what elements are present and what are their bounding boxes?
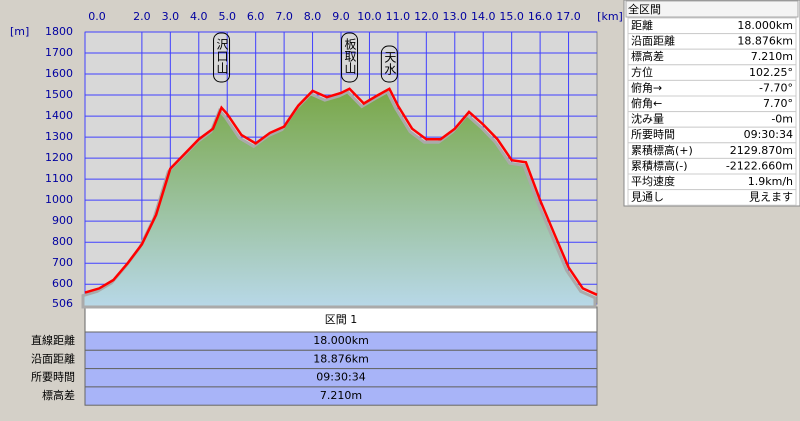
x-tick-label: 14.0 xyxy=(471,10,496,23)
x-tick-label: 6.0 xyxy=(247,10,265,23)
summary-label: 俯角← xyxy=(631,96,662,110)
summary-label: 見通し xyxy=(631,191,664,204)
x-tick-label: 17.0 xyxy=(556,10,581,23)
y-tick-label: 700 xyxy=(52,256,73,269)
x-tick-label: 3.0 xyxy=(162,10,180,23)
section-value: 09:30:34 xyxy=(316,371,365,384)
summary-label: 平均速度 xyxy=(631,174,675,188)
x-tick-label: 8.0 xyxy=(304,10,322,23)
y-tick-label: 900 xyxy=(52,214,73,227)
annotation-box xyxy=(380,45,398,83)
x-tick-label: 0.0 xyxy=(88,10,106,23)
y-tick-label: 800 xyxy=(52,235,73,248)
section-row xyxy=(84,386,598,406)
summary-label: 標高差 xyxy=(631,49,664,63)
y-tick-label: 600 xyxy=(52,277,73,290)
section-label: 所要時間 xyxy=(31,371,75,384)
summary-value: 102.25° xyxy=(749,66,793,79)
y-tick-label: 1300 xyxy=(45,130,73,143)
summary-label: 沿面距離 xyxy=(631,34,675,48)
summary-value: 09:30:34 xyxy=(744,128,793,141)
summary-row xyxy=(627,189,797,206)
summary-value: 7.70° xyxy=(763,97,793,110)
x-tick-label: 12.0 xyxy=(414,10,439,23)
x-tick-label: 15.0 xyxy=(499,10,524,23)
annotation-box xyxy=(213,32,231,83)
x-tick-label: 5.0 xyxy=(218,10,236,23)
section-label: 直線距離 xyxy=(31,333,75,347)
summary-value: -2122.660m xyxy=(726,159,793,172)
section-label: 標高差 xyxy=(42,388,75,402)
y-tick-label: 1000 xyxy=(45,193,73,206)
x-tick-label: 11.0 xyxy=(386,10,411,23)
x-tick-label: 9.0 xyxy=(332,10,350,23)
summary-value: 見えます xyxy=(749,191,793,204)
annotation-box xyxy=(341,32,359,83)
section-header: 区間 1 xyxy=(325,313,358,326)
section-value: 7.210m xyxy=(320,389,362,402)
summary-value: 18.000km xyxy=(737,19,793,32)
summary-label: 距離 xyxy=(631,18,653,32)
section-value: 18.000km xyxy=(313,334,369,347)
y-tick-label: 506 xyxy=(52,297,73,310)
y-tick-label: 1100 xyxy=(45,172,73,185)
annotation: 沢口山 xyxy=(215,38,229,74)
y-tick-label: 1200 xyxy=(45,151,73,164)
x-tick-label: 16.0 xyxy=(528,10,553,23)
y-tick-label: 1600 xyxy=(45,67,73,80)
summary-title-box xyxy=(625,0,799,18)
summary-value: 1.9km/h xyxy=(748,175,793,188)
x-unit: [km] xyxy=(597,10,623,23)
summary-label: 所要時間 xyxy=(631,128,675,141)
annotation: 板取山 xyxy=(343,38,357,74)
y-tick-label: 1500 xyxy=(45,88,73,101)
section-value: 18.876km xyxy=(313,352,369,365)
x-tick-label: 7.0 xyxy=(275,10,293,23)
section-header-box xyxy=(84,306,598,333)
y-tick-label: 1400 xyxy=(45,109,73,122)
annotation: 天水 xyxy=(383,51,397,75)
profile-line xyxy=(84,87,598,296)
section-label: 沿面距離 xyxy=(31,351,75,365)
summary-label: 累積標高(-) xyxy=(631,158,688,172)
summary-value: 2129.870m xyxy=(730,144,793,157)
x-tick-label: 13.0 xyxy=(443,10,468,23)
x-tick-label: 4.0 xyxy=(190,10,208,23)
y-tick-label: 1800 xyxy=(45,25,73,38)
summary-label: 沈み量 xyxy=(631,112,664,126)
y-tick-label: 1700 xyxy=(45,46,73,59)
summary-value: 18.876km xyxy=(737,35,793,48)
summary-label: 俯角→ xyxy=(631,80,662,94)
x-tick-label: 2.0 xyxy=(133,10,151,23)
x-tick-label: 10.0 xyxy=(357,10,382,23)
summary-title: 全区間 xyxy=(628,2,661,16)
summary-value: -7.70° xyxy=(759,81,793,94)
y-unit: [m] xyxy=(10,25,29,38)
summary-label: 方位 xyxy=(631,65,653,79)
summary-value: 7.210m xyxy=(751,50,793,63)
summary-label: 累積標高(+) xyxy=(631,143,693,157)
summary-value: -0m xyxy=(771,113,793,126)
